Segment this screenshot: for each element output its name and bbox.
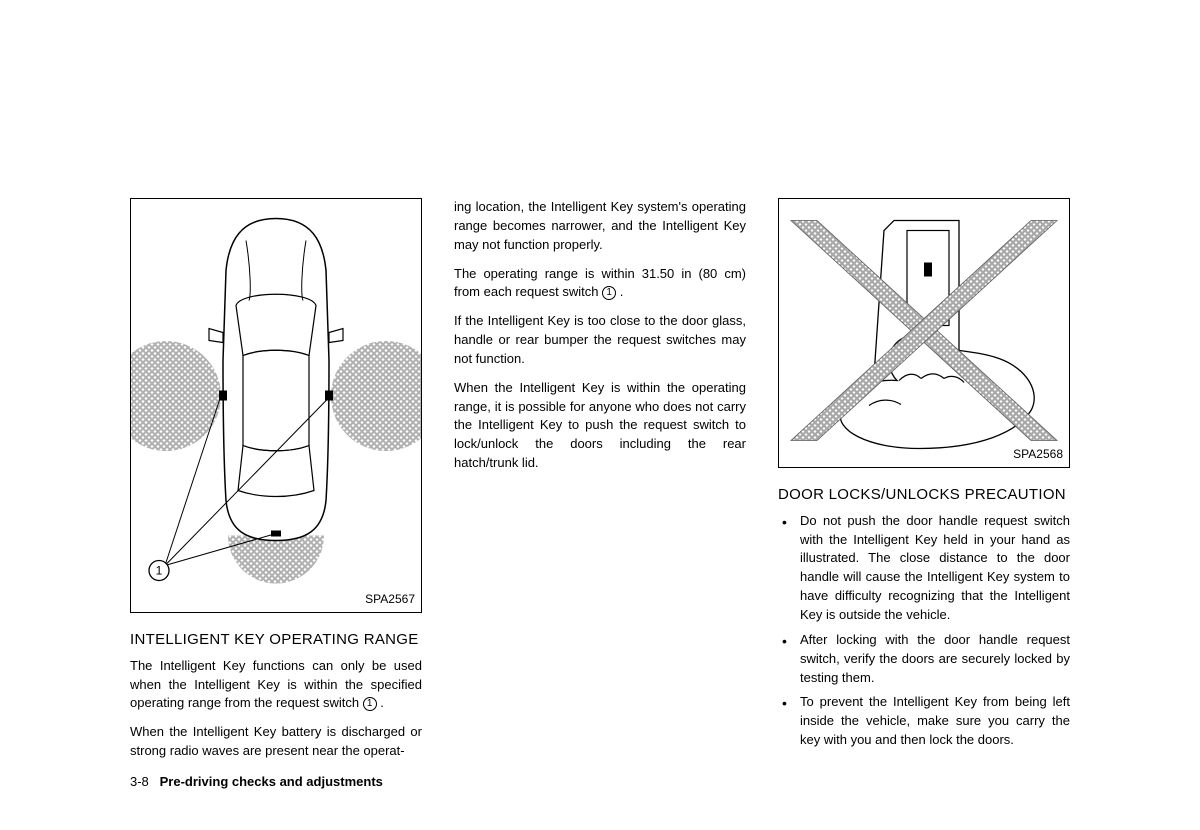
- section-heading: INTELLIGENT KEY OPERATING RANGE: [130, 629, 422, 651]
- list-item: After locking with the door handle reque…: [778, 631, 1070, 688]
- bullet-list: Do not push the door handle request swit…: [778, 512, 1070, 756]
- manual-page: 1 SPA2567 INTELLIGENT KEY OPERATING RANG…: [130, 198, 1070, 792]
- paragraph: The Intelligent Key functions can only b…: [130, 657, 422, 714]
- callout-one-icon: 1: [602, 286, 616, 300]
- paragraph: When the Intelligent Key is within the o…: [454, 379, 746, 473]
- page-footer: 3-8 Pre-driving checks and adjustments: [130, 773, 422, 792]
- figure-label: SPA2568: [1013, 446, 1063, 463]
- paragraph: ing location, the Intelligent Key system…: [454, 198, 746, 255]
- figure-car-top-view: 1 SPA2567: [130, 198, 422, 613]
- page-number: 3-8: [130, 774, 149, 789]
- paragraph-text: .: [616, 284, 623, 299]
- paragraph: When the Intelligent Key battery is disc…: [130, 723, 422, 761]
- list-item: To prevent the Intelligent Key from bein…: [778, 693, 1070, 750]
- paragraph: If the Intelligent Key is too close to t…: [454, 312, 746, 369]
- list-item: Do not push the door handle request swit…: [778, 512, 1070, 625]
- column-3: SPA2568 DOOR LOCKS/UNLOCKS PRECAUTION Do…: [778, 198, 1070, 792]
- paragraph: The operating range is within 31.50 in (…: [454, 265, 746, 303]
- column-2: ing location, the Intelligent Key system…: [454, 198, 746, 792]
- figure-hand-x: SPA2568: [778, 198, 1070, 468]
- column-1: 1 SPA2567 INTELLIGENT KEY OPERATING RANG…: [130, 198, 422, 792]
- hand-x-svg: [779, 199, 1069, 467]
- figure-label: SPA2567: [365, 591, 415, 608]
- paragraph-text: .: [377, 695, 384, 710]
- section-heading: DOOR LOCKS/UNLOCKS PRECAUTION: [778, 484, 1070, 506]
- car-diagram-svg: 1: [131, 199, 421, 612]
- callout-one-icon: 1: [363, 697, 377, 711]
- paragraph-text: The operating range is within 31.50 in (…: [454, 266, 746, 300]
- svg-text:1: 1: [156, 564, 163, 578]
- section-title: Pre-driving checks and adjustments: [160, 774, 383, 789]
